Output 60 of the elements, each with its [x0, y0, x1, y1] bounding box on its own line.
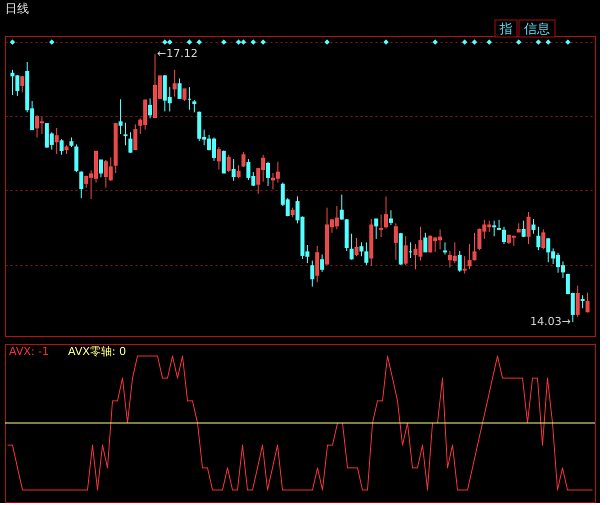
candlestick: [394, 222, 398, 260]
candlestick: [576, 285, 580, 318]
candlestick: [133, 124, 138, 150]
candlestick: [266, 161, 270, 186]
candlestick: [290, 207, 295, 218]
candlestick: [54, 127, 59, 154]
candlestick: [118, 98, 123, 134]
candlestick: [69, 136, 74, 148]
candlestick: [79, 170, 84, 199]
candlestick: [178, 78, 182, 99]
candlestick: [128, 132, 132, 154]
candlestick: [541, 228, 546, 250]
candlestick: [310, 260, 314, 288]
candlestick: [526, 212, 531, 245]
candlestick: [315, 245, 320, 283]
candlestick: [458, 250, 462, 272]
candlestick: [60, 138, 64, 156]
candlestick: [172, 69, 177, 98]
candlestick: [364, 242, 368, 266]
chart-title: 日线: [5, 2, 29, 16]
candlestick: [320, 254, 324, 272]
annotation: 信息: [524, 22, 550, 37]
candlestick: [404, 236, 408, 266]
candlestick: [232, 158, 236, 182]
candlestick: [531, 218, 536, 234]
candlestick: [359, 242, 364, 257]
candlestick: [354, 238, 359, 257]
candlestick: [192, 100, 196, 113]
candlestick: [124, 122, 128, 146]
candlestick: [182, 88, 186, 102]
candlestick: [468, 244, 472, 270]
candlestick: [492, 220, 496, 237]
candlestick: [74, 144, 78, 173]
ref-line-label: AVX零轴: 0: [68, 345, 126, 358]
candlestick: [350, 233, 354, 260]
candlestick: [580, 294, 585, 309]
candlestick: [340, 194, 344, 220]
candlestick: [586, 292, 590, 314]
text: AVX: -1: [9, 345, 50, 358]
candlestick: [462, 256, 467, 274]
annotation: 指: [498, 22, 512, 37]
candlestick: [226, 154, 231, 173]
candlestick: [20, 75, 24, 93]
candlestick: [522, 220, 526, 238]
candlestick: [472, 232, 476, 262]
candlestick: [374, 218, 378, 240]
candlestick: [388, 210, 393, 226]
candlestick: [216, 146, 221, 170]
annotation: 14.03→: [530, 315, 571, 328]
annotation: ←17.12: [157, 47, 198, 60]
candlestick: [384, 196, 388, 229]
candlestick: [536, 226, 540, 251]
candlestick: [98, 159, 103, 178]
candlestick: [443, 242, 447, 255]
candlestick: [379, 214, 384, 238]
candlestick: [148, 98, 152, 119]
candlestick: [241, 152, 246, 168]
candlestick: [423, 232, 428, 252]
candlestick: [236, 164, 241, 179]
candlestick: [222, 150, 226, 174]
